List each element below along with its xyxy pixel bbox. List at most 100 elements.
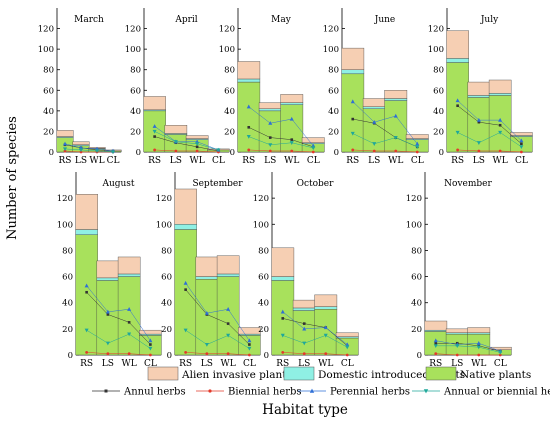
point-perennial-herbs — [323, 325, 328, 330]
bar-alien-invasive-plants-ls — [72, 141, 90, 145]
point-annul-herbs — [195, 145, 199, 149]
bar-alien-invasive-plants-ls — [195, 256, 219, 277]
bar-native-plants-rs — [237, 81, 261, 153]
y-tick-label: 120 — [406, 194, 422, 204]
x-tick-label: LS — [102, 359, 114, 369]
point-annual-or-biennial-herbs — [183, 328, 188, 333]
bar-alien-invasive-plants-rs — [341, 47, 365, 70]
point-perennial-herbs — [519, 138, 524, 143]
x-tick-label: LS — [170, 156, 182, 166]
point-annual-or-biennial-herbs — [152, 129, 157, 134]
point-biennial-herbs — [434, 352, 438, 356]
bar-native-plants-rs — [341, 73, 365, 153]
bar-domestic-introduced-plants-ls — [96, 277, 120, 281]
y-tick-label: 100 — [428, 45, 444, 55]
point-perennial-herbs — [204, 310, 209, 315]
point-annual-or-biennial-herbs — [498, 130, 503, 135]
panel-title: October — [297, 179, 335, 189]
point-annul-herbs — [520, 142, 523, 146]
line-annual-or-biennial-herbs — [457, 132, 522, 148]
line-annul-herbs — [282, 318, 348, 347]
point-perennial-herbs — [152, 124, 157, 128]
x-tick-label: LS — [451, 359, 463, 369]
y-tick-label: 100 — [323, 45, 339, 55]
point-annual-or-biennial-herbs — [498, 350, 503, 355]
panel-title: November — [444, 179, 492, 189]
y-tick-label: 40 — [62, 299, 73, 309]
y-tick-label: 120 — [323, 25, 339, 35]
point-annul-herbs — [149, 343, 152, 346]
bar-domestic-introduced-plants-rs — [446, 58, 469, 63]
y-tick-label: 40 — [130, 107, 141, 117]
x-tick-label: WL — [318, 359, 333, 369]
x-tick-label: RS — [429, 359, 442, 369]
panel-title: August — [101, 179, 134, 189]
point-annual-or-biennial-herbs — [84, 328, 89, 333]
y-tick-label: 100 — [406, 220, 422, 230]
x-tick-label: WL — [284, 156, 299, 166]
panel-title: April — [174, 15, 197, 25]
y-tick-label: 60 — [130, 86, 141, 96]
line-annul-herbs — [185, 289, 250, 345]
point-annual-or-biennial-herbs — [455, 344, 460, 349]
panel-title: May — [271, 15, 292, 25]
y-tick-label: 0 — [167, 351, 172, 361]
y-tick-label: 120 — [253, 194, 269, 204]
x-tick-label: WL — [388, 156, 403, 166]
line-biennial-herbs — [435, 353, 501, 356]
y-tick-label: 0 — [264, 351, 269, 361]
y-tick-label: 60 — [43, 86, 54, 96]
y-tick-label: 20 — [62, 325, 73, 335]
x-tick-label: RS — [80, 359, 93, 369]
y-tick-label: 0 — [439, 148, 444, 158]
point-annual-or-biennial-herbs — [289, 141, 294, 145]
panel-october: 0 20 40 60 80 100 120 October RS LS WL CL — [253, 172, 359, 369]
bar-domestic-introduced-plants-rs — [271, 276, 295, 281]
line-biennial-herbs — [185, 352, 250, 356]
point-biennial-herbs — [498, 353, 502, 357]
bar-alien-invasive-plants-wl — [384, 90, 408, 99]
legend-label-annul-herbs: Annul herbs — [123, 387, 186, 398]
point-biennial-herbs — [456, 148, 460, 152]
y-tick-label: 20 — [43, 127, 54, 137]
bar-alien-invasive-plants-rs — [56, 130, 74, 137]
bar-native-plants-rs — [446, 62, 469, 153]
y-tick-label: 120 — [38, 25, 54, 35]
x-tick-label: CL — [411, 156, 424, 166]
bar-alien-invasive-plants-ls — [467, 81, 491, 96]
point-perennial-herbs — [183, 280, 188, 285]
y-tick-label: 60 — [224, 86, 235, 96]
point-perennial-herbs — [226, 307, 231, 311]
point-annul-herbs — [85, 290, 88, 294]
y-tick-label: 0 — [68, 351, 73, 361]
point-perennial-herbs — [498, 117, 503, 122]
point-annul-herbs — [302, 322, 306, 325]
bar-alien-invasive-plants-cl — [139, 329, 162, 335]
point-annul-herbs — [434, 341, 438, 345]
point-annual-or-biennial-herbs — [105, 341, 110, 346]
y-tick-label: 40 — [258, 299, 269, 309]
legend-marker-annual-or-biennial-herbs — [423, 389, 429, 394]
bar-alien-invasive-plants-cl — [405, 134, 429, 139]
bar-alien-invasive-plants-ls — [362, 98, 386, 107]
point-biennial-herbs — [311, 150, 315, 154]
point-perennial-herbs — [84, 283, 89, 288]
point-annual-or-biennial-herbs — [372, 142, 377, 146]
point-annul-herbs — [153, 135, 156, 138]
y-tick-label: 120 — [57, 194, 73, 204]
bar-alien-invasive-plants-rs — [271, 247, 295, 277]
bar-domestic-introduced-plants-wl — [280, 102, 304, 105]
point-annual-or-biennial-herbs — [95, 149, 99, 154]
bar-alien-invasive-plants-wl — [314, 294, 338, 307]
line-annual-or-biennial-herbs — [64, 148, 114, 153]
point-biennial-herbs — [226, 352, 230, 356]
panel-may: 0 20 40 60 80 100 120 May RS LS WL CL — [219, 8, 325, 166]
x-tick-label: RS — [276, 359, 289, 369]
point-annual-or-biennial-herbs — [79, 148, 83, 153]
line-annual-or-biennial-herbs — [435, 345, 501, 353]
line-biennial-herbs — [352, 149, 418, 153]
x-tick-label: CL — [212, 156, 225, 166]
legend-swatch-alien-invasive-plants — [147, 366, 179, 381]
y-tick-label: 40 — [328, 107, 339, 117]
line-biennial-herbs — [457, 149, 522, 153]
